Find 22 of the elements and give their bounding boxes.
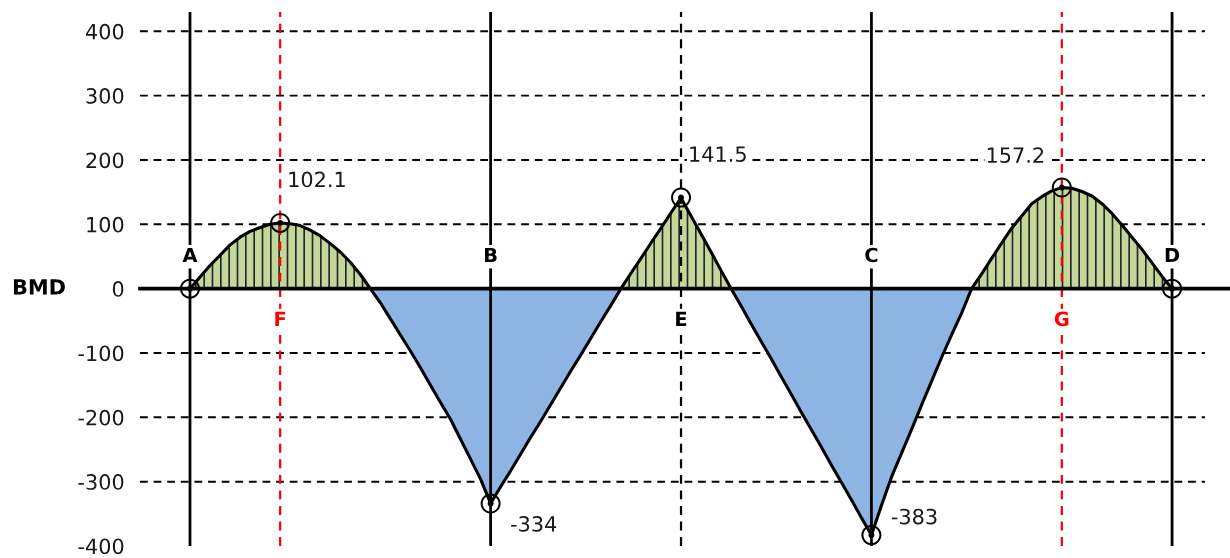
y-tick-label: 0 <box>112 281 124 297</box>
y-tick-label: 300 <box>86 88 124 104</box>
y-tick-label: 200 <box>86 152 124 169</box>
data-label: 141.5 <box>690 146 746 162</box>
y-tick-label: -400 <box>78 538 124 555</box>
x-tick-label: F <box>275 311 286 326</box>
x-tick-label: A <box>182 247 198 263</box>
y-tick-label: 100 <box>87 216 124 233</box>
x-tick-label: C <box>865 247 878 263</box>
data-label: 157.2 <box>987 147 1044 163</box>
data-label: -383 <box>891 508 937 525</box>
y-tick-label: -300 <box>78 474 124 490</box>
y-axis-title: BMD <box>13 279 65 295</box>
x-tick-label: G <box>1054 311 1069 327</box>
y-tick-label: -100 <box>78 345 124 362</box>
x-tick-label: B <box>485 247 497 263</box>
y-tick-label: 400 <box>85 23 124 40</box>
x-tick-label: E <box>676 311 687 326</box>
data-label: -334 <box>511 516 557 532</box>
data-label: 102.1 <box>289 171 345 188</box>
x-tick-label: D <box>1165 247 1180 263</box>
y-tick-label: -200 <box>78 409 124 426</box>
